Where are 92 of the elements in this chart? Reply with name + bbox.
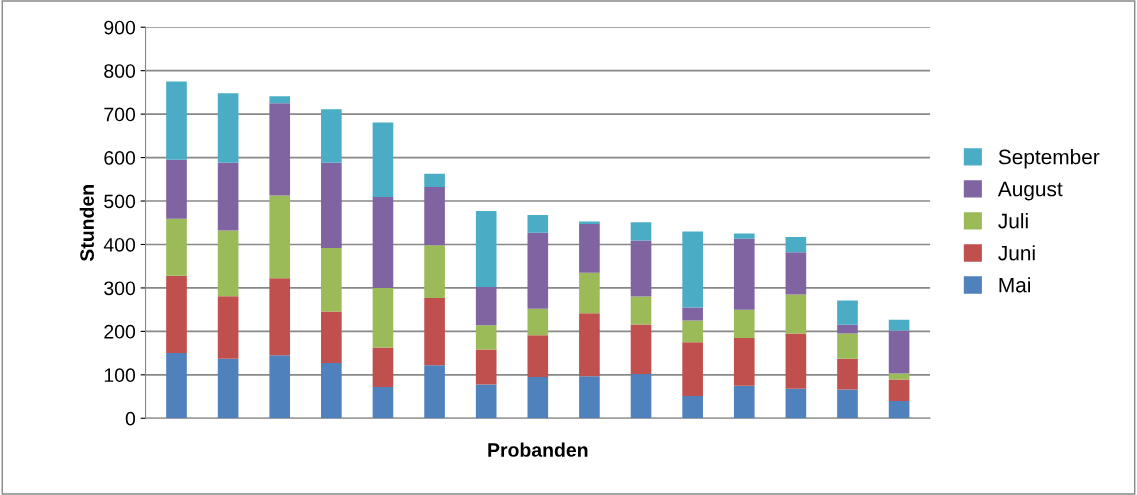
y-axis-title: Stunden	[79, 185, 94, 262]
y-tick-label: 700	[104, 107, 136, 122]
bar	[269, 103, 291, 196]
bar	[269, 195, 291, 279]
y-tick-label: 0	[125, 411, 136, 426]
bar	[785, 294, 807, 334]
bar	[475, 349, 497, 385]
bar	[630, 240, 652, 297]
bar	[166, 275, 187, 354]
bar	[733, 337, 755, 386]
y-tick-label: 100	[104, 368, 136, 383]
bar	[269, 355, 291, 419]
bar	[527, 377, 549, 419]
bar	[217, 93, 239, 163]
legend-label: September	[998, 149, 1100, 169]
bar	[733, 385, 755, 419]
bar	[217, 296, 239, 359]
bar	[321, 109, 342, 163]
bar	[579, 272, 600, 314]
legend-label: Juli	[998, 213, 1028, 229]
legend-label: August	[997, 181, 1063, 201]
bar	[785, 388, 807, 419]
bar	[837, 324, 858, 334]
bar	[321, 162, 342, 248]
bar	[682, 231, 703, 308]
bar	[837, 333, 858, 359]
bar	[527, 308, 549, 336]
bar	[372, 386, 394, 419]
bar	[269, 96, 291, 104]
bar	[372, 197, 394, 288]
bar	[785, 237, 807, 253]
bar	[321, 363, 342, 419]
bar	[217, 358, 239, 419]
bar	[475, 211, 497, 288]
bar	[888, 330, 910, 374]
bar	[682, 396, 703, 419]
bar	[269, 278, 291, 356]
bar	[475, 384, 497, 419]
bar	[424, 187, 445, 246]
y-tick-label: 400	[103, 237, 136, 252]
bar	[579, 313, 600, 377]
bar	[372, 122, 394, 198]
bar	[733, 233, 755, 239]
y-tick-label: 200	[104, 324, 136, 339]
bar	[372, 347, 394, 387]
bar	[837, 389, 858, 419]
bar	[888, 373, 910, 380]
bar	[888, 319, 910, 331]
bar	[630, 222, 652, 241]
bar	[527, 232, 549, 309]
bar	[372, 287, 394, 348]
y-tick-label: 900	[104, 20, 136, 35]
y-tick-label: 500	[104, 194, 136, 209]
y-tick-label: 600	[104, 151, 136, 165]
bar	[424, 245, 445, 298]
y-tick-label: 800	[104, 64, 136, 78]
bar	[837, 300, 858, 325]
bar	[785, 252, 807, 295]
bar	[166, 159, 187, 219]
bar	[166, 81, 187, 160]
bar	[888, 400, 910, 419]
bar	[424, 297, 445, 366]
bar	[475, 325, 497, 350]
bar	[682, 320, 703, 343]
bar	[579, 224, 600, 273]
bar	[682, 307, 703, 321]
bar	[475, 287, 497, 326]
bar	[321, 247, 342, 312]
bar	[785, 333, 807, 389]
bar	[733, 309, 755, 338]
bar	[527, 214, 549, 233]
bar	[579, 376, 600, 419]
bar	[217, 162, 239, 231]
bar	[888, 379, 910, 401]
y-tick-label: 300	[104, 281, 136, 296]
bar	[837, 358, 858, 390]
legend-label: Mai	[999, 277, 1031, 293]
bar	[682, 342, 703, 397]
bar	[733, 238, 755, 310]
bar	[321, 311, 342, 364]
bar	[217, 230, 239, 297]
bar	[579, 221, 600, 225]
bar	[166, 218, 187, 276]
bar	[424, 173, 445, 188]
x-axis-title: Probanden	[488, 442, 588, 457]
bar	[527, 335, 549, 377]
bar	[166, 353, 187, 419]
bar	[630, 296, 652, 325]
legend-label: Juni	[998, 245, 1035, 261]
bar	[424, 365, 445, 419]
bar	[630, 373, 652, 419]
bar	[630, 324, 652, 374]
